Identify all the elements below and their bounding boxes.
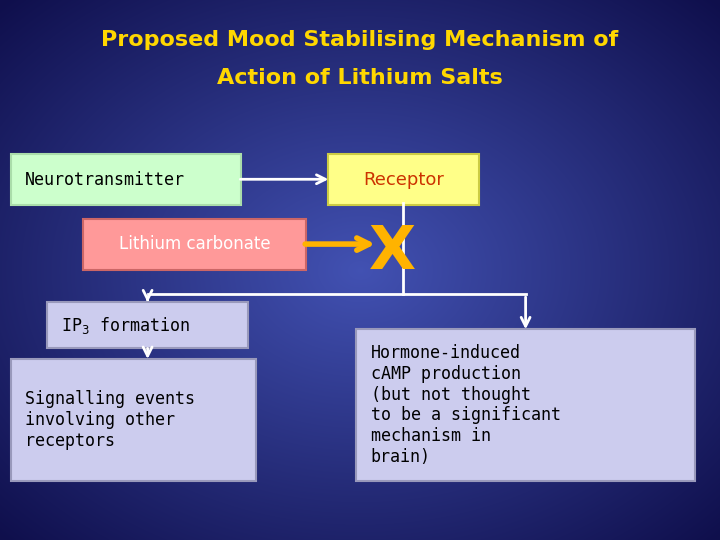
Text: IP$_3$ formation: IP$_3$ formation xyxy=(61,315,190,336)
FancyBboxPatch shape xyxy=(356,329,695,481)
Text: Signalling events
involving other
receptors: Signalling events involving other recept… xyxy=(25,390,195,450)
Text: Hormone-induced
cAMP production
(but not thought
to be a significant
mechanism i: Hormone-induced cAMP production (but not… xyxy=(371,344,561,466)
Text: Neurotransmitter: Neurotransmitter xyxy=(25,171,185,188)
FancyBboxPatch shape xyxy=(11,359,256,481)
FancyBboxPatch shape xyxy=(11,154,241,205)
Text: Proposed Mood Stabilising Mechanism of: Proposed Mood Stabilising Mechanism of xyxy=(102,30,618,51)
Text: X: X xyxy=(369,223,416,282)
FancyBboxPatch shape xyxy=(47,302,248,348)
Text: Receptor: Receptor xyxy=(363,171,444,188)
Text: Action of Lithium Salts: Action of Lithium Salts xyxy=(217,68,503,89)
FancyBboxPatch shape xyxy=(328,154,479,205)
Text: Lithium carbonate: Lithium carbonate xyxy=(119,235,270,253)
FancyBboxPatch shape xyxy=(83,219,306,270)
